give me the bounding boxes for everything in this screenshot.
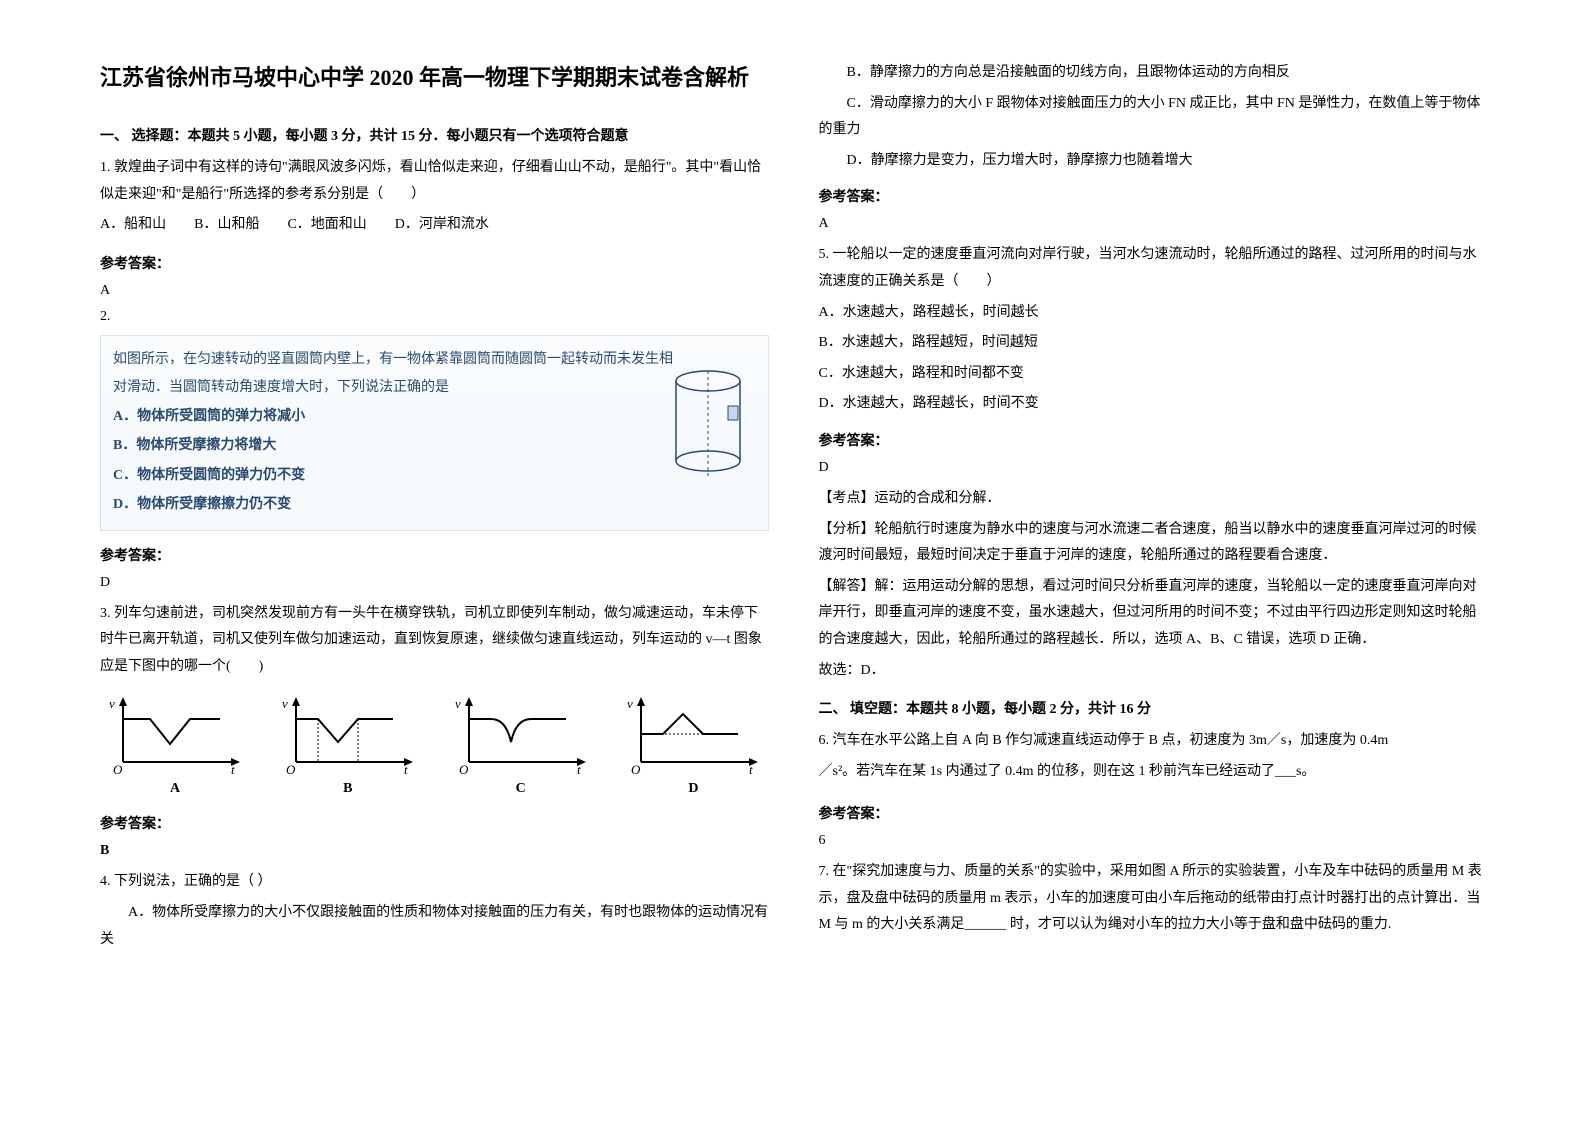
- svg-text:t: t: [404, 762, 408, 774]
- q1-answer: A: [100, 283, 769, 299]
- exam-title: 江苏省徐州市马坡中心中学 2020 年高一物理下学期期末试卷含解析: [100, 60, 769, 95]
- q2-optA: A．物体所受圆筒的弹力将减小: [113, 402, 756, 431]
- svg-text:O: O: [459, 762, 469, 774]
- section-1-heading: 一、 选择题：本题共 5 小题，每小题 3 分，共计 15 分．每小题只有一个选…: [100, 125, 769, 145]
- q4-optB: B．静摩擦力的方向总是沿接触面的切线方向，且跟物体运动的方向相反: [819, 60, 1488, 87]
- graph-d-label: D: [618, 781, 768, 797]
- q5-point: 【考点】运动的合成和分解．: [819, 486, 1488, 513]
- q5-text: 5. 一轮船以一定的速度垂直河流向对岸行驶，当河水匀速流动时，轮船所通过的路程、…: [819, 242, 1488, 295]
- q6-text1: 6. 汽车在水平公路上自 A 向 B 作匀减速直线运动停于 B 点，初速度为 3…: [819, 728, 1488, 755]
- graph-a: v t O A: [100, 694, 250, 797]
- q2-optB: B．物体所受摩擦力将增大: [113, 431, 756, 460]
- graph-d: v t O D: [618, 694, 768, 797]
- q4-answer-label: 参考答案：: [819, 186, 1488, 206]
- q1-text: 1. 敦煌曲子词中有这样的诗句"满眼风波多闪烁，看山恰似走来迎，仔细看山山不动，…: [100, 155, 769, 208]
- q2-box: 如图所示，在匀速转动的竖直圆筒内壁上，有一物体紧靠圆筒而随圆筒一起转动而未发生相…: [100, 335, 769, 531]
- q5-optD: D．水速越大，路程越长，时间不变: [819, 391, 1488, 418]
- q4-optD: D．静摩擦力是变力，压力增大时，静摩擦力也随着增大: [819, 148, 1488, 175]
- q4-optA: A．物体所受摩擦力的大小不仅跟接触面的性质和物体对接触面的压力有关，有时也跟物体…: [100, 900, 769, 953]
- q2-answer-label: 参考答案：: [100, 545, 769, 565]
- svg-text:t: t: [749, 762, 753, 774]
- q5-answer: D: [819, 460, 1488, 476]
- q5-optA: A．水速越大，路程越长，时间越长: [819, 300, 1488, 327]
- graph-b-label: B: [273, 781, 423, 797]
- q3-graphs: v t O A v t O B: [100, 694, 769, 797]
- cylinder-diagram: [668, 366, 748, 476]
- section-2-heading: 二、 填空题：本题共 8 小题，每小题 2 分，共计 16 分: [819, 698, 1488, 718]
- q5-answer-label: 参考答案：: [819, 430, 1488, 450]
- q3-answer-label: 参考答案：: [100, 813, 769, 833]
- q3-answer: B: [100, 843, 769, 859]
- q7-text: 7. 在"探究加速度与力、质量的关系"的实验中，采用如图 A 所示的实验装置，小…: [819, 859, 1488, 939]
- svg-text:t: t: [231, 762, 235, 774]
- q3-text: 3. 列车匀速前进，司机突然发现前方有一头牛在横穿铁轨，司机立即使列车制动，做匀…: [100, 601, 769, 681]
- svg-text:O: O: [286, 762, 296, 774]
- q6-text2: ／s²。若汽车在某 1s 内通过了 0.4m 的位移，则在这 1 秒前汽车已经运…: [819, 759, 1488, 786]
- q5-fenxi: 【分析】轮船航行时速度为静水中的速度与河水流速二者合速度，船当以静水中的速度垂直…: [819, 517, 1488, 570]
- q4-answer: A: [819, 216, 1488, 232]
- svg-text:v: v: [455, 696, 461, 711]
- q5-optB: B．水速越大，路程越短，时间越短: [819, 330, 1488, 357]
- q2-optC: C．物体所受圆筒的弹力仍不变: [113, 461, 756, 490]
- svg-text:O: O: [113, 762, 123, 774]
- svg-text:v: v: [627, 696, 633, 711]
- q2-optD: D．物体所受摩擦擦力仍不变: [113, 490, 756, 519]
- q2-number: 2.: [100, 309, 769, 325]
- svg-text:v: v: [282, 696, 288, 711]
- q5-guxuan: 故选：D．: [819, 658, 1488, 685]
- q4-text: 4. 下列说法，正确的是（ ）: [100, 869, 769, 896]
- q6-answer: 6: [819, 833, 1488, 849]
- q5-jieda: 【解答】解：运用运动分解的思想，看过河时间只分析垂直河岸的速度，当轮船以一定的速…: [819, 574, 1488, 654]
- graph-c: v t O C: [446, 694, 596, 797]
- q1-options: A．船和山 B．山和船 C．地面和山 D．河岸和流水: [100, 212, 769, 239]
- graph-c-label: C: [446, 781, 596, 797]
- graph-b: v t O B: [273, 694, 423, 797]
- q2-line2: 对滑动．当圆筒转动角速度增大时，下列说法正确的是: [113, 374, 756, 402]
- q4-optC: C．滑动摩擦力的大小 F 跟物体对接触面压力的大小 FN 成正比，其中 FN 是…: [819, 91, 1488, 144]
- q5-optC: C．水速越大，路程和时间都不变: [819, 361, 1488, 388]
- q1-answer-label: 参考答案：: [100, 253, 769, 273]
- right-column: B．静摩擦力的方向总是沿接触面的切线方向，且跟物体运动的方向相反 C．滑动摩擦力…: [819, 60, 1488, 1082]
- q6-answer-label: 参考答案：: [819, 803, 1488, 823]
- left-column: 江苏省徐州市马坡中心中学 2020 年高一物理下学期期末试卷含解析 一、 选择题…: [100, 60, 769, 1082]
- svg-text:t: t: [577, 762, 581, 774]
- svg-text:v: v: [109, 696, 115, 711]
- graph-a-label: A: [100, 781, 250, 797]
- q2-answer: D: [100, 575, 769, 591]
- q2-line1: 如图所示，在匀速转动的竖直圆筒内壁上，有一物体紧靠圆筒而随圆筒一起转动而未发生相: [113, 346, 756, 374]
- svg-text:O: O: [631, 762, 641, 774]
